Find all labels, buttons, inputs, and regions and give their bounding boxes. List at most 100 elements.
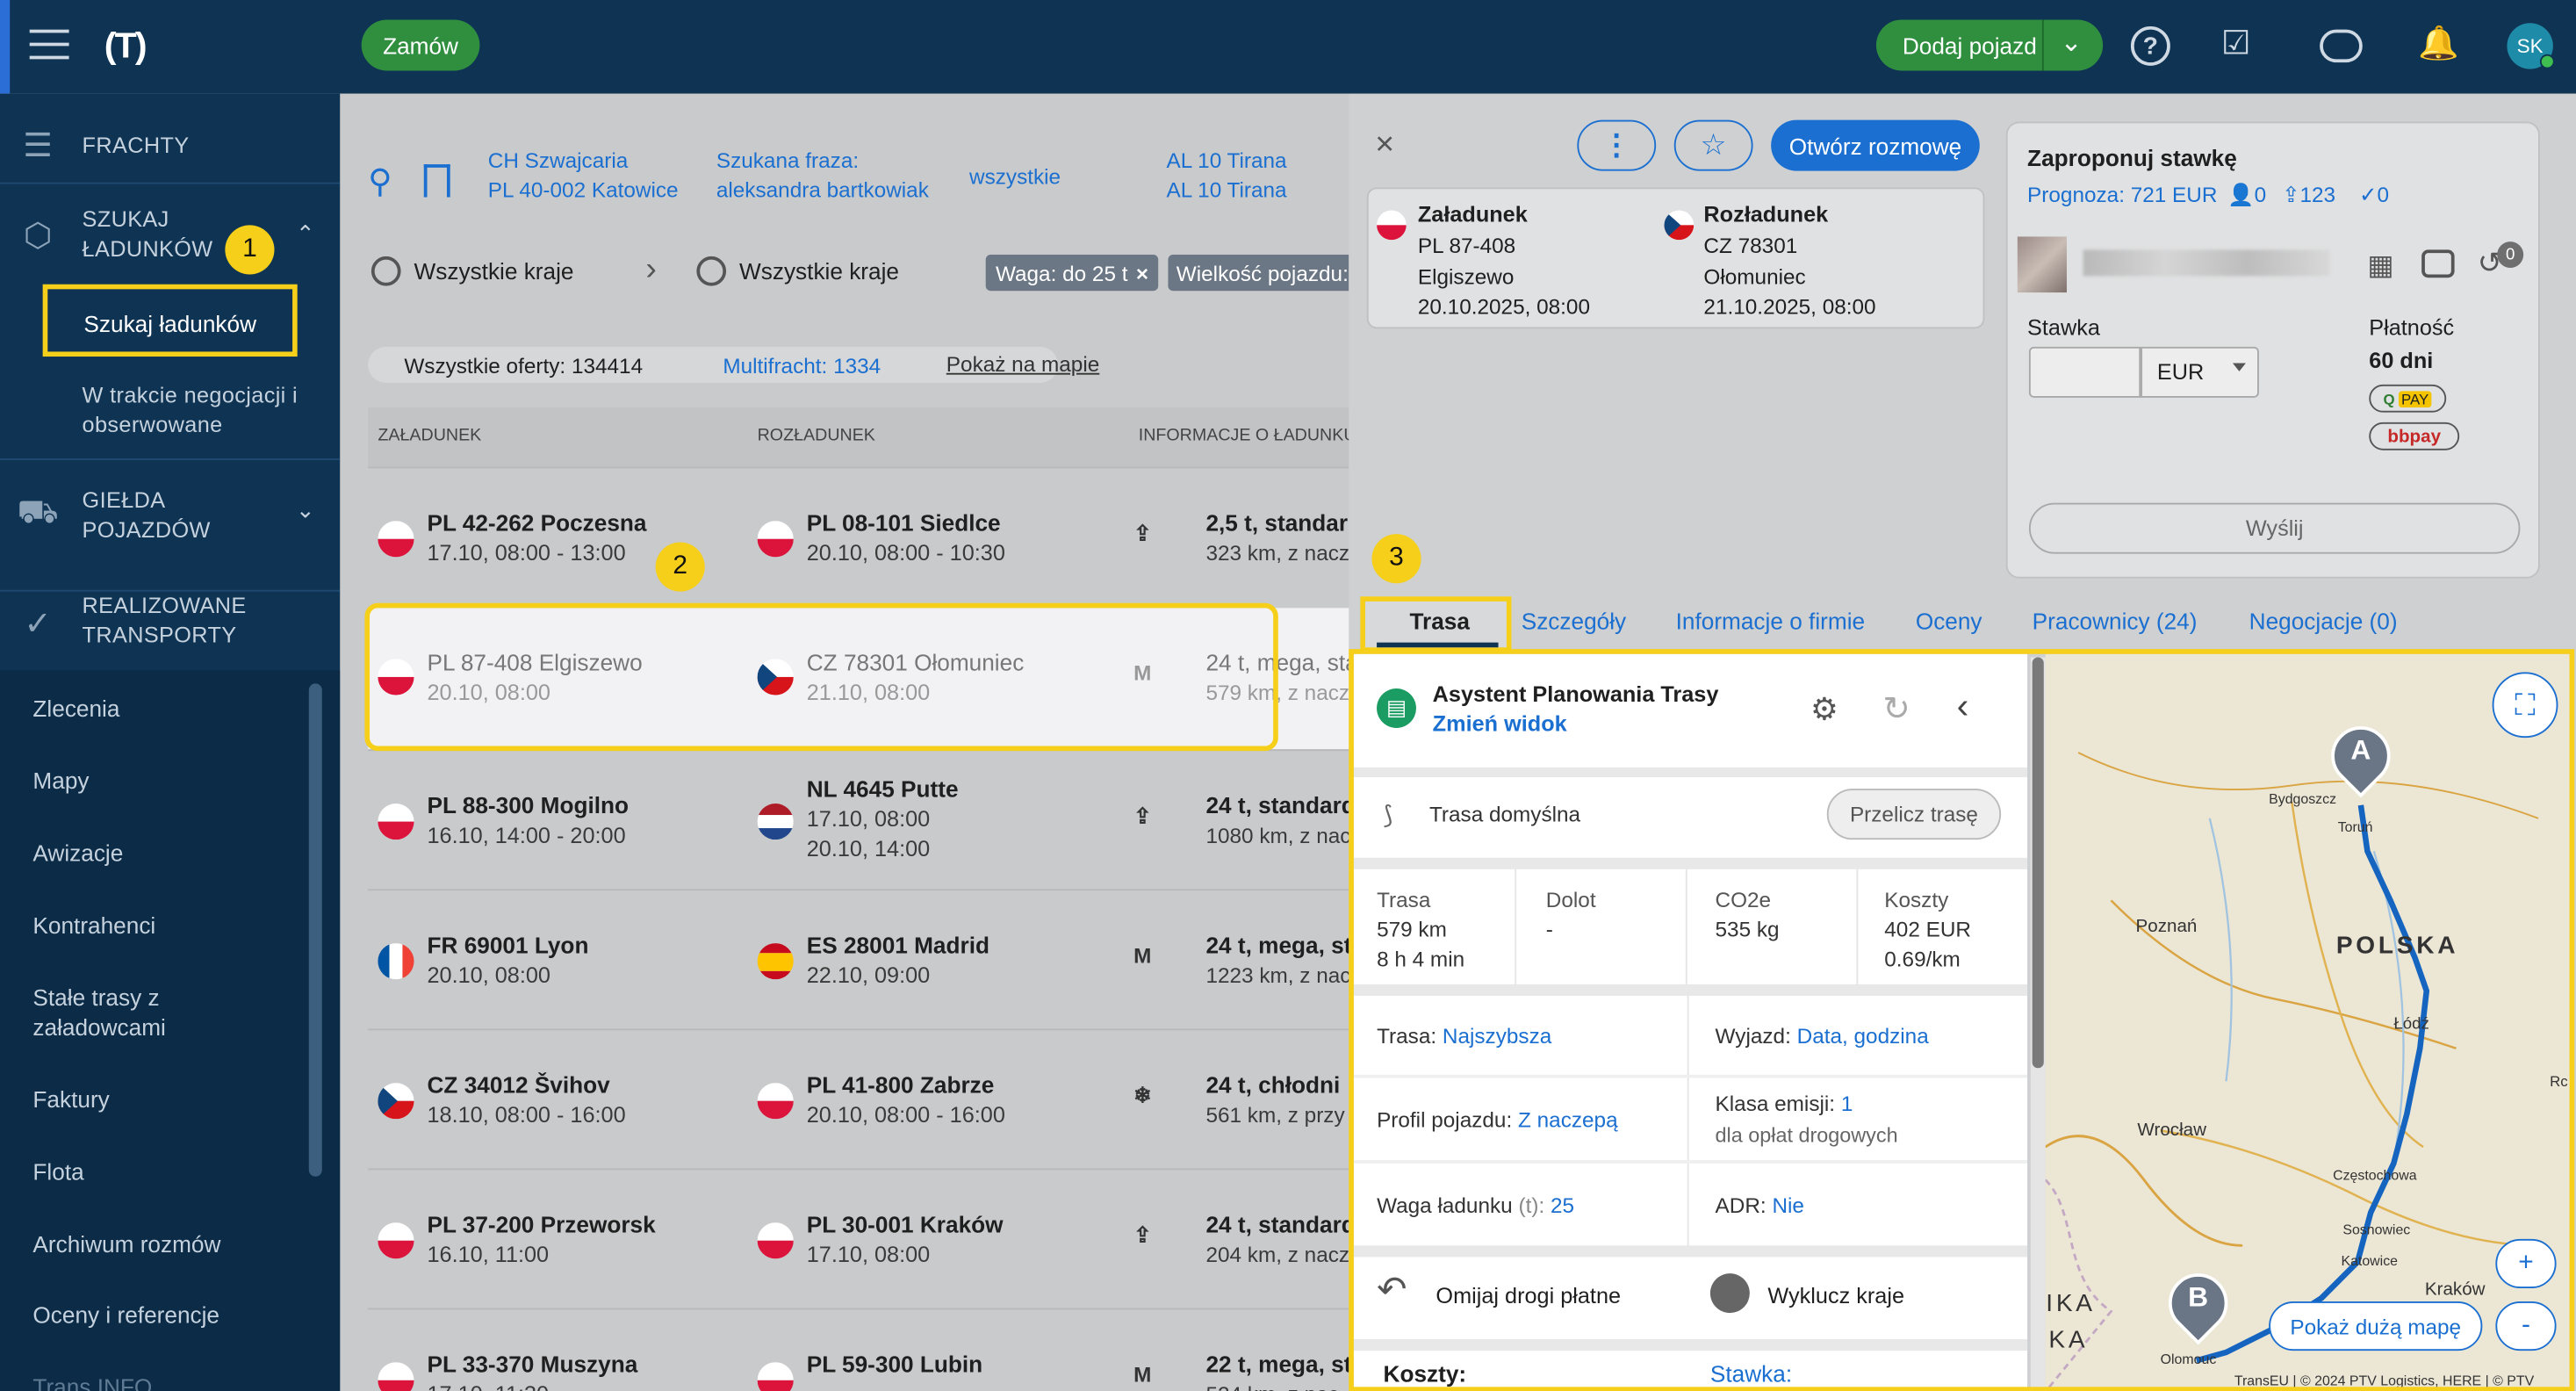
recalculate-button[interactable]: Przelicz trasę <box>1826 789 2002 840</box>
tab-employees[interactable]: Pracownicy (24) <box>2032 608 2198 635</box>
menu-icon[interactable] <box>29 29 69 62</box>
sidebar-section-search-cargo[interactable]: ⬡ SZUKAJ ŁADUNKÓW ⌃ <box>0 184 341 460</box>
sidebar-item-chat-archive[interactable]: Archiwum rozmów <box>32 1230 221 1258</box>
sidebar-item-invoices[interactable]: Faktury <box>32 1085 110 1113</box>
table-row[interactable]: PL 87-408 Elgiszewo 20.10, 08:00 CZ 78301 … <box>368 608 1358 750</box>
marker-a[interactable]: A <box>2319 714 2403 798</box>
route-type[interactable]: Trasa: Najszybsza <box>1377 1024 1551 1049</box>
departure-value[interactable]: Data, godzina <box>1796 1023 1929 1049</box>
tab-negotiations[interactable]: Negocjacje (0) <box>2249 608 2398 635</box>
settings-sliders-icon[interactable]: ⚙ <box>1810 693 1838 728</box>
chip-weight[interactable]: Waga: do 25 t × <box>985 255 1159 292</box>
multifreight[interactable]: Multifracht: 1334 <box>723 353 881 378</box>
calculator-icon[interactable]: ▦ <box>2367 249 2394 281</box>
sidebar-section-transports[interactable]: ✓ REALIZOWANE TRANSPORTY <box>0 592 340 671</box>
table-row[interactable]: CZ 34012 Švihov 18.10, 08:00 - 16:00 PL 41… <box>368 1028 1354 1169</box>
filter-to[interactable]: AL 10 Tirana AL 10 Tirana <box>1167 147 1287 205</box>
country-to-select[interactable]: Wszystkie kraje <box>739 257 899 285</box>
show-big-map-button[interactable]: Pokaż dużą mapę <box>2269 1301 2483 1351</box>
star-icon[interactable]: ☆ <box>1673 119 1753 171</box>
filter-phrase[interactable]: Szukana fraza: aleksandra bartkowiak <box>716 147 929 205</box>
departure[interactable]: Wyjazd: Data, godzina <box>1716 1024 1929 1049</box>
planner-scrollbar[interactable] <box>2032 657 2044 1069</box>
route-default[interactable]: Trasa domyślna <box>1428 802 1581 827</box>
vehicle-profile-value[interactable]: Z naczepą <box>1518 1107 1618 1133</box>
chip-size[interactable]: Wielkość pojazdu: <box>1168 255 1349 292</box>
adr[interactable]: ADR: Nie <box>1716 1193 1804 1217</box>
refresh-icon[interactable]: ↻ <box>1882 691 1910 728</box>
chevron-down-icon[interactable]: ⌄ <box>295 496 315 523</box>
chat-icon[interactable] <box>2320 29 2363 63</box>
message-icon[interactable] <box>2421 249 2455 278</box>
open-chat-button[interactable]: Otwórz rozmowę <box>1771 119 1980 171</box>
sidebar-item-negotiations[interactable]: W trakcie negocjacji i <box>82 382 299 408</box>
verified-count[interactable]: ✓0 <box>2359 183 2389 209</box>
sidebar-item-orders[interactable]: Zlecenia <box>32 695 120 722</box>
tab-company-info[interactable]: Informacje o firmie <box>1675 608 1866 635</box>
close-icon[interactable]: × <box>1135 260 1149 285</box>
column-header-loading[interactable]: ZAŁADUNEK <box>378 425 482 446</box>
table-row[interactable]: PL 42-262 Poczesna 17.10, 08:00 - 13:00 PL… <box>368 466 1354 609</box>
rate-input[interactable] <box>2028 346 2141 398</box>
all-offers[interactable]: Wszystkie oferty: 134414 <box>404 353 643 378</box>
emission-value[interactable]: 1 <box>1840 1091 1853 1116</box>
exclude-countries[interactable]: Wyklucz kraje <box>1767 1283 1905 1308</box>
weight-value[interactable]: 25 <box>1551 1193 1575 1218</box>
filter-all[interactable]: wszystkie <box>969 164 1061 190</box>
more-options-icon[interactable]: ⋮ <box>1577 119 1657 171</box>
close-icon[interactable]: × <box>1375 126 1395 163</box>
table-row[interactable]: FR 69001 Lyon 20.10, 08:00 ES 28001 Madrid… <box>368 889 1354 1029</box>
route-map[interactable]: A B Bydgoszcz Toruń Poznań POLSKA Łódź W… <box>2045 653 2572 1391</box>
cargo-weight[interactable]: Waga ładunku (t): 25 <box>1377 1193 1574 1217</box>
sidebar-item-fixed-routes[interactable]: Stałe trasy z załadowcami <box>32 983 230 1041</box>
sidebar-item-notices[interactable]: Awizacje <box>32 840 124 867</box>
sidebar-scrollbar[interactable] <box>308 683 322 1177</box>
chevron-left-icon[interactable]: ‹ <box>1956 685 1969 727</box>
vehicle-profile[interactable]: Profil pojazdu: Z naczepą <box>1377 1107 1618 1132</box>
column-header-info[interactable]: INFORMACJE O ŁADUNKU <box>1138 425 1356 446</box>
tab-ratings[interactable]: Oceny <box>1915 608 1982 635</box>
checklist-icon[interactable]: ☑ <box>2220 25 2251 63</box>
tab-route[interactable]: Trasa <box>1409 608 1470 635</box>
send-button[interactable]: Wyślij <box>2028 502 2521 554</box>
sidebar-item-maps[interactable]: Mapy <box>32 767 90 794</box>
country-from-select[interactable]: Wszystkie kraje <box>414 257 574 285</box>
route-type-value[interactable]: Najszybsza <box>1442 1023 1552 1049</box>
order-button[interactable]: Zamów <box>361 19 480 71</box>
table-row[interactable]: PL 33-370 Muszyna 17.10, 11:30 PL 59-300 L… <box>368 1308 1354 1391</box>
filter-from[interactable]: CH Szwajcaria PL 40-002 Katowice <box>488 147 679 205</box>
show-on-map-link[interactable]: Pokaż na mapie <box>946 351 1100 377</box>
add-vehicle-button[interactable]: Dodaj pojazd ⌄ <box>1875 19 2104 71</box>
change-view-link[interactable]: Zmień widok <box>1432 711 1567 737</box>
column-header-unloading[interactable]: ROZŁADUNEK <box>757 425 875 446</box>
marker-b[interactable]: B <box>2156 1261 2241 1345</box>
forecast[interactable]: Prognoza: 721 EUR <box>2027 182 2218 207</box>
help-icon[interactable]: ? <box>2130 25 2170 66</box>
emission-class[interactable]: Klasa emisji: 1 <box>1716 1091 1853 1115</box>
chevron-up-icon[interactable]: ⌃ <box>295 220 315 247</box>
chevron-down-icon[interactable]: ⌄ <box>2060 29 2083 58</box>
avatar[interactable]: SK <box>2507 23 2553 69</box>
contact-count[interactable]: 👤0 <box>2227 183 2266 209</box>
table-row[interactable]: PL 88-300 Mogilno 16.10, 14:00 - 20:00 NL … <box>368 749 1356 890</box>
sidebar-item-trans-info[interactable]: Trans INFO <box>32 1373 153 1391</box>
table-row[interactable]: PL 37-200 Przeworsk 16.10, 11:00 PL 30-001… <box>368 1168 1356 1308</box>
adr-value[interactable]: Nie <box>1772 1193 1804 1218</box>
sidebar-item-negotiations-line2[interactable]: obserwowane <box>82 412 223 437</box>
fullscreen-icon[interactable]: ⛶ <box>2492 672 2558 739</box>
rate-link[interactable]: Stawka: <box>1709 1360 1793 1387</box>
avoid-tolls[interactable]: Omijaj drogi płatne <box>1436 1283 1622 1308</box>
bbpay-badge[interactable]: bbpay <box>2369 422 2460 450</box>
upload-count[interactable]: ⇪123 <box>2282 183 2335 209</box>
sidebar-item-contractors[interactable]: Kontrahenci <box>32 912 156 939</box>
zoom-in-button[interactable]: + <box>2495 1238 2557 1289</box>
sidebar-item-ratings[interactable]: Oceny i referencje <box>32 1301 220 1328</box>
tab-details[interactable]: Szczegóły <box>1521 608 1627 635</box>
bookmark-icon[interactable] <box>423 164 450 198</box>
q-pay-badge[interactable]: Q PAY <box>2369 384 2447 413</box>
zoom-out-button[interactable]: - <box>2495 1301 2557 1351</box>
sidebar-section-vehicle-exchange[interactable]: ⛟ GIEŁDA POJAZDÓW ⌄ <box>0 460 341 592</box>
sidebar-item-fleet[interactable]: Flota <box>32 1158 84 1186</box>
sidebar-section-freights[interactable]: ☰ FRACHTY <box>0 94 341 184</box>
currency-select[interactable]: EUR <box>2141 346 2259 398</box>
